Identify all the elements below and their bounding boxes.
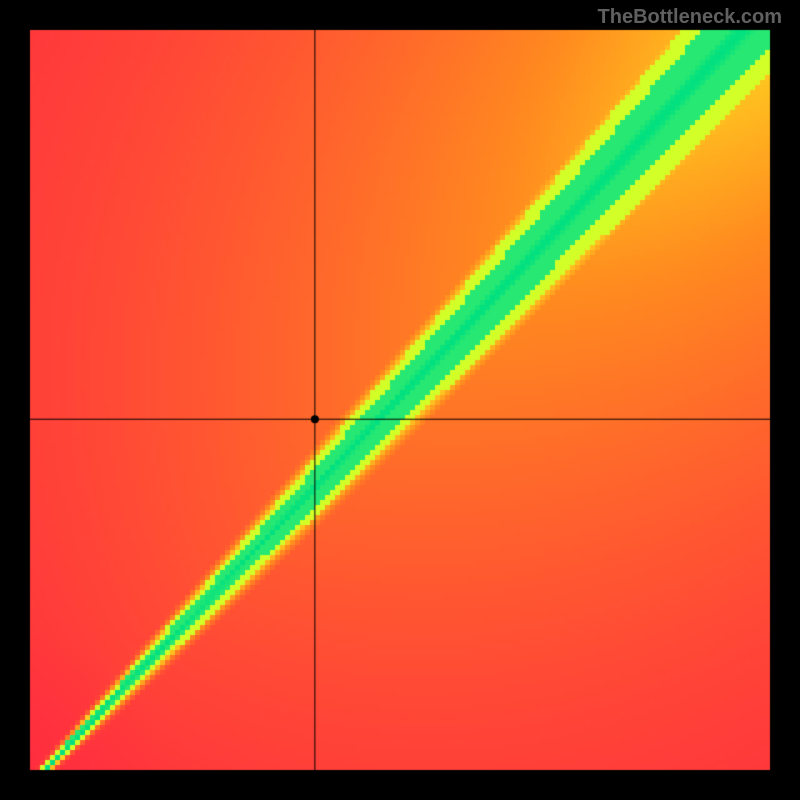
bottleneck-heatmap	[0, 0, 800, 800]
chart-container: TheBottleneck.com	[0, 0, 800, 800]
watermark-text: TheBottleneck.com	[598, 6, 782, 29]
